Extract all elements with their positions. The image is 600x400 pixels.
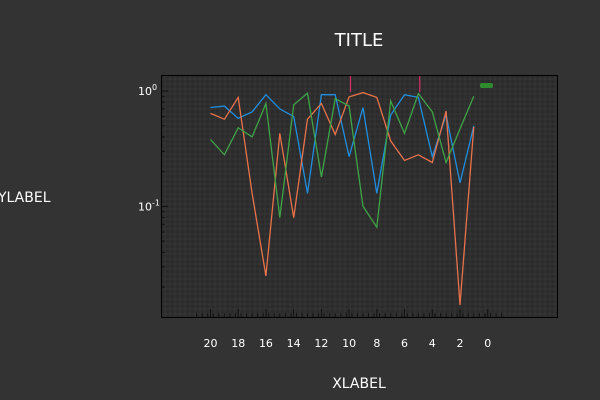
y-tick-label: 10-1: [138, 198, 160, 213]
x-axis: 20 18 16 14 12 10 8 6 4 2 0: [196, 309, 503, 350]
marker-layer: [349, 76, 421, 92]
x-tick-label: 2: [456, 337, 463, 350]
series-line-2: [210, 91, 475, 305]
x-tick-label: 0: [484, 337, 491, 350]
y-tick-label: 100: [138, 83, 157, 98]
y-tick-exponent: 0: [152, 83, 157, 92]
legend: [480, 83, 493, 88]
grid-layer: [162, 76, 557, 317]
x-tick-label: 4: [429, 337, 436, 350]
chart-title: TITLE: [334, 30, 384, 51]
legend-swatch: [480, 83, 493, 88]
series-line-1: [210, 93, 475, 194]
x-tick-label: 18: [231, 337, 245, 350]
x-tick-label: 14: [287, 337, 301, 350]
x-tick-label: 8: [373, 337, 380, 350]
x-tick-label: 12: [314, 337, 328, 350]
series-layer: [210, 91, 475, 305]
x-tick-label: 10: [342, 337, 356, 350]
x-tick-label: 16: [259, 337, 273, 350]
y-axis-label: YLABEL: [0, 190, 51, 206]
x-tick-label: 6: [401, 337, 408, 350]
x-axis-label: XLABEL: [332, 376, 386, 392]
y-tick-exponent: -1: [152, 198, 160, 207]
series-line-3: [210, 91, 475, 230]
x-tick-label: 20: [204, 337, 218, 350]
